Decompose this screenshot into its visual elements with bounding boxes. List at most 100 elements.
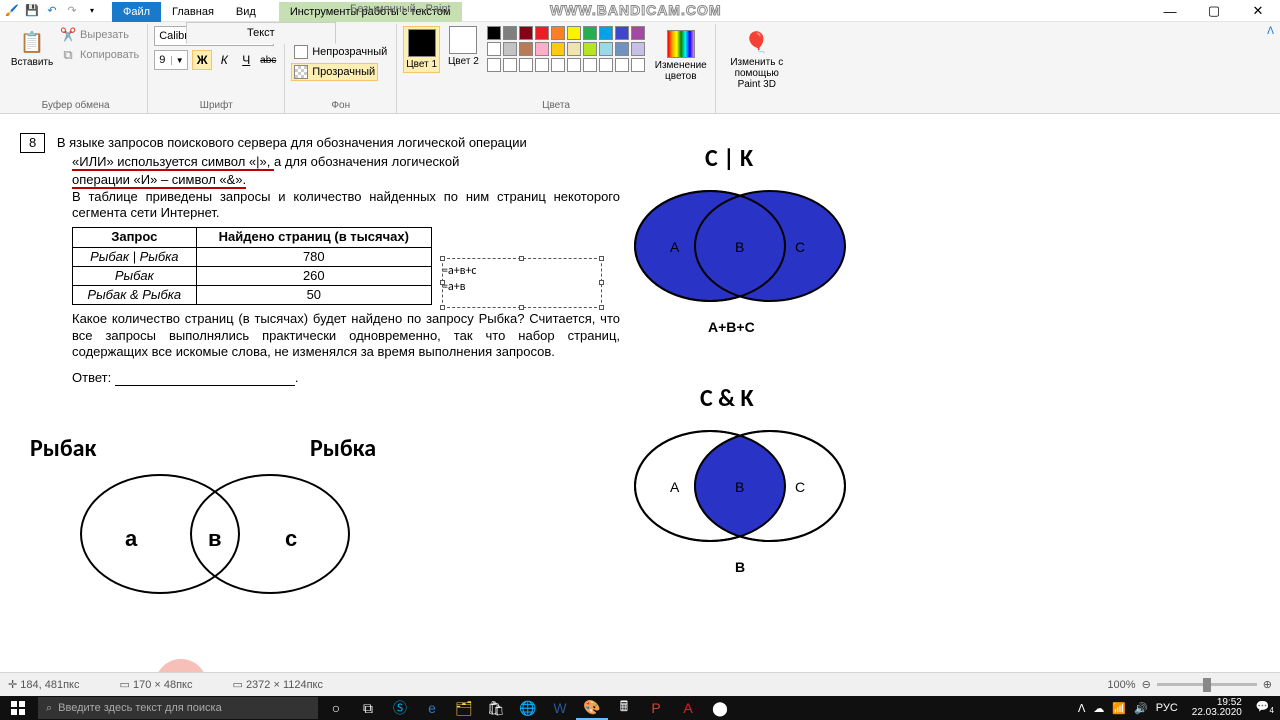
taskview-icon[interactable]: ⧉ (352, 696, 384, 720)
palette-empty[interactable] (631, 58, 645, 72)
palette-color[interactable] (519, 42, 533, 56)
zoom-in-button[interactable]: ⊕ (1263, 678, 1272, 691)
group-clipboard: 📋 Вставить ✂️Вырезать ⧉Копировать Буфер … (4, 24, 148, 113)
palette-color[interactable] (535, 26, 549, 40)
skype-icon[interactable]: Ⓢ (384, 696, 416, 720)
bg-transparent-label: Прозрачный (312, 66, 375, 78)
bg-opaque-option[interactable]: Непрозрачный (291, 43, 390, 61)
taskbar-search[interactable]: ⌕ Введите здесь текст для поиска (38, 697, 318, 719)
color2-button[interactable]: Цвет 2 (448, 26, 479, 67)
palette-empty[interactable] (583, 58, 597, 72)
app-icon: 🖌️ (4, 3, 20, 19)
canvas[interactable]: 8 В языке запросов поискового сервера дл… (0, 114, 1280, 672)
tab-home[interactable]: Главная (161, 2, 225, 22)
palette-color[interactable] (599, 26, 613, 40)
palette-color[interactable] (551, 42, 565, 56)
undo-icon[interactable]: ↶ (44, 3, 60, 19)
palette-empty[interactable] (503, 58, 517, 72)
palette-empty[interactable] (599, 58, 613, 72)
bg-opaque-label: Непрозрачный (312, 46, 387, 58)
palette-color[interactable] (599, 42, 613, 56)
palette-color[interactable] (583, 26, 597, 40)
color1-swatch (408, 29, 436, 57)
explorer-icon[interactable]: 🗂 (448, 696, 480, 720)
bandicam-icon[interactable]: ⬤ (704, 696, 736, 720)
start-button[interactable] (0, 696, 36, 720)
font-size-value: 9 (155, 54, 171, 66)
tab-view[interactable]: Вид (225, 2, 267, 22)
table-header: Запрос (73, 228, 197, 247)
qat-dropdown-icon[interactable]: ▾ (84, 3, 100, 19)
palette-empty[interactable] (551, 58, 565, 72)
cortana-icon[interactable]: ○ (320, 696, 352, 720)
palette-color[interactable] (631, 26, 645, 40)
bg-transparent-option[interactable]: Прозрачный (291, 63, 378, 81)
save-icon[interactable]: 💾 (24, 3, 40, 19)
close-button[interactable]: ✕ (1236, 0, 1280, 22)
palette-empty[interactable] (519, 58, 533, 72)
palette-color[interactable] (567, 42, 581, 56)
zoom-slider[interactable] (1157, 683, 1257, 686)
bold-button[interactable]: Ж (192, 50, 212, 70)
notifications-icon[interactable]: 💬4 (1256, 700, 1274, 715)
palette-empty[interactable] (615, 58, 629, 72)
calculator-icon[interactable]: 🖩 (608, 696, 640, 720)
palette-color[interactable] (615, 26, 629, 40)
taskbar: ⌕ Введите здесь текст для поиска ○ ⧉ Ⓢ e… (0, 696, 1280, 720)
venn-main: Рыбак Рыбка а в с (30, 434, 390, 614)
palette-empty[interactable] (487, 58, 501, 72)
palette-color[interactable] (535, 42, 549, 56)
tray-up-icon[interactable]: ᐱ (1078, 702, 1086, 715)
tab-file[interactable]: Файл (112, 2, 161, 22)
font-size-combo[interactable]: 9▼ (154, 50, 188, 70)
tab-text[interactable]: Текст (186, 22, 336, 44)
palette-color[interactable] (503, 42, 517, 56)
paint-icon[interactable]: 🎨 (576, 696, 608, 720)
onedrive-icon[interactable]: ☁ (1093, 702, 1104, 715)
language-indicator[interactable]: РУС (1156, 702, 1178, 714)
underline-button[interactable]: Ч (236, 50, 256, 70)
acrobat-icon[interactable]: A (672, 696, 704, 720)
powerpoint-icon[interactable]: P (640, 696, 672, 720)
problem-line: а для обозначения логической (274, 154, 459, 169)
zoom-out-button[interactable]: ⊖ (1142, 678, 1151, 691)
redo-icon[interactable]: ↷ (64, 3, 80, 19)
wifi-icon[interactable]: 📶 (1112, 702, 1126, 715)
paste-icon: 📋 (20, 30, 45, 55)
volume-icon[interactable]: 🔊 (1134, 702, 1148, 715)
copy-button[interactable]: ⧉Копировать (58, 46, 141, 64)
palette-color[interactable] (487, 42, 501, 56)
chrome-icon[interactable]: 🌐 (512, 696, 544, 720)
edit-colors-button[interactable]: Изменение цветов (653, 26, 709, 86)
palette-color[interactable] (519, 26, 533, 40)
maximize-button[interactable]: ▢ (1192, 0, 1236, 22)
venn-and-a: A (670, 479, 679, 495)
paint3d-icon: 🎈 (744, 30, 769, 55)
group-clipboard-label: Буфер обмена (10, 98, 141, 113)
palette-empty[interactable] (567, 58, 581, 72)
store-icon[interactable]: 🛍 (480, 696, 512, 720)
paint3d-button[interactable]: 🎈Изменить с помощью Paint 3D (722, 26, 792, 94)
palette-color[interactable] (631, 42, 645, 56)
palette-color[interactable] (583, 42, 597, 56)
palette-empty[interactable] (535, 58, 549, 72)
palette-color[interactable] (551, 26, 565, 40)
status-selection: ▭ 170 × 48пкс (120, 678, 193, 691)
color2-label: Цвет 2 (448, 56, 479, 67)
minimize-button[interactable]: ― (1148, 0, 1192, 22)
palette-color[interactable] (615, 42, 629, 56)
clock-date: 22.03.2020 (1192, 708, 1242, 718)
cut-button[interactable]: ✂️Вырезать (58, 26, 141, 44)
palette-color[interactable] (567, 26, 581, 40)
paste-button[interactable]: 📋 Вставить (10, 26, 54, 72)
collapse-ribbon-icon[interactable]: ᐱ (1267, 26, 1274, 37)
word-icon[interactable]: W (544, 696, 576, 720)
strike-button[interactable]: abc (258, 50, 278, 70)
palette-color[interactable] (487, 26, 501, 40)
italic-button[interactable]: К (214, 50, 234, 70)
copy-icon: ⧉ (60, 47, 76, 63)
edge-icon[interactable]: e (416, 696, 448, 720)
palette-color[interactable] (503, 26, 517, 40)
color1-button[interactable]: Цвет 1 (403, 26, 440, 73)
taskbar-clock[interactable]: 19:52 22.03.2020 (1186, 698, 1248, 718)
